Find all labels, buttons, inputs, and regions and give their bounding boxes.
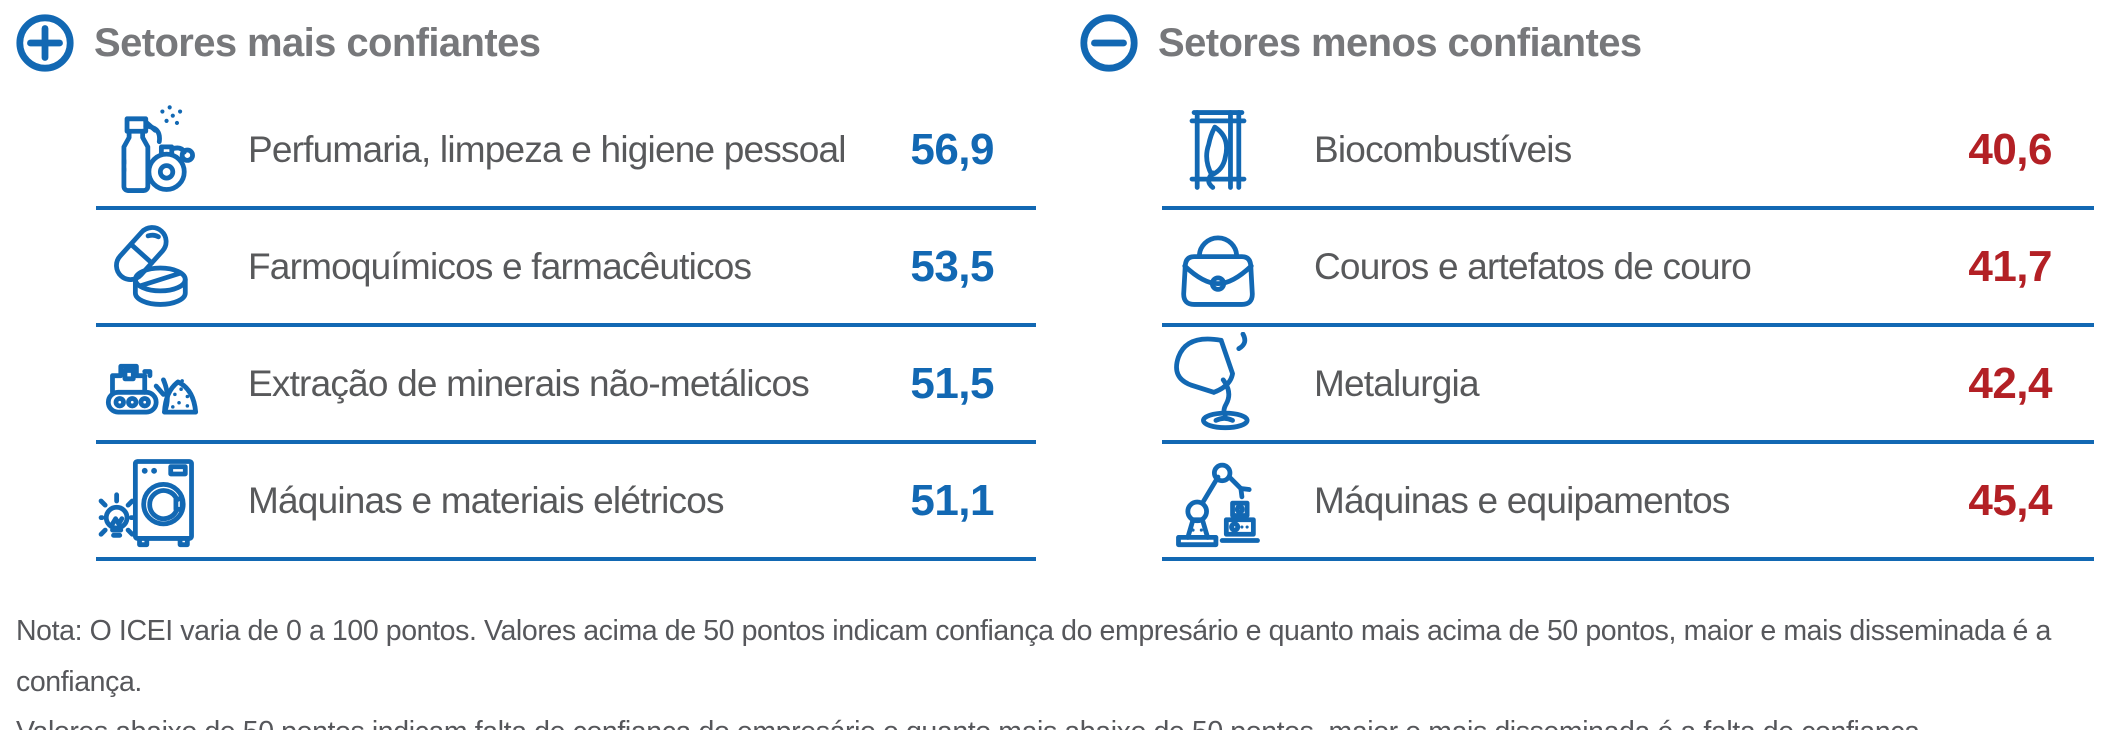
- sector-label: Farmoquímicos e farmacêuticos: [248, 245, 752, 287]
- pills-icon: [96, 215, 248, 319]
- sector-value: 51,1: [910, 475, 994, 525]
- sector-label: Máquinas e materiais elétricos: [248, 479, 725, 521]
- sector-label: Perfumaria, limpeza e higiene pessoal: [248, 128, 846, 170]
- sector-label: Biocombustíveis: [1314, 128, 1572, 170]
- sector-value: 51,5: [910, 358, 994, 408]
- sector-label: Metalurgia: [1314, 362, 1480, 404]
- sector-label: Extração de minerais não-metálicos: [248, 362, 810, 404]
- handbag-icon: [1162, 215, 1314, 319]
- sector-label: Couros e artefatos de couro: [1314, 245, 1752, 287]
- oil-barrel-leaf-icon: [1162, 98, 1314, 202]
- panel-title: Setores menos confiantes: [1158, 20, 1642, 65]
- sector-list: Perfumaria, limpeza e higiene pessoal 56…: [96, 93, 1036, 561]
- spray-bottle-icon: [96, 98, 248, 202]
- panel-least-confident-header: Setores menos confiantes: [1078, 10, 2094, 76]
- minus-circle-icon: [1078, 12, 1140, 74]
- sector-value: 56,9: [910, 124, 994, 174]
- sector-row: Máquinas e equipamentos 45,4: [1162, 444, 2094, 561]
- molten-metal-ladle-icon: [1162, 331, 1314, 436]
- sector-row: Farmoquímicos e farmacêuticos 53,5: [96, 210, 1036, 327]
- sector-value: 42,4: [1968, 358, 2052, 408]
- sector-row: Metalurgia 42,4: [1162, 327, 2094, 444]
- sector-row: Máquinas e materiais elétricos 51,1: [96, 444, 1036, 561]
- sector-row: Biocombustíveis 40,6: [1162, 93, 2094, 210]
- sector-label: Máquinas e equipamentos: [1314, 479, 1730, 521]
- panel-title: Setores mais confiantes: [94, 20, 541, 65]
- sector-value: 40,6: [1968, 124, 2052, 174]
- footnote: Nota: O ICEI varia de 0 a 100 pontos. Va…: [16, 606, 2116, 730]
- sector-value: 41,7: [1968, 241, 2052, 291]
- robot-arm-icon: [1162, 449, 1314, 553]
- sector-list: Biocombustíveis 40,6 Couros e artefatos …: [1162, 93, 2094, 561]
- sector-row: Extração de minerais não-metálicos 51,5: [96, 327, 1036, 444]
- panel-most-confident: Setores mais confiantes: [14, 10, 1036, 561]
- footnote-line-1: Nota: O ICEI varia de 0 a 100 pontos. Va…: [16, 615, 2051, 698]
- sector-row: Couros e artefatos de couro 41,7: [1162, 210, 2094, 327]
- bulldozer-icon: [96, 332, 248, 436]
- sector-value: 53,5: [910, 241, 994, 291]
- washing-machine-icon: [96, 449, 248, 553]
- panel-most-confident-header: Setores mais confiantes: [14, 10, 1036, 76]
- sector-row: Perfumaria, limpeza e higiene pessoal 56…: [96, 93, 1036, 210]
- sector-value: 45,4: [1968, 475, 2052, 525]
- plus-circle-icon: [14, 12, 76, 74]
- footnote-line-2: Valores abaixo de 50 pontos indicam falt…: [16, 707, 2116, 730]
- panel-least-confident: Setores menos confiantes Biocombustíveis…: [1078, 10, 2094, 561]
